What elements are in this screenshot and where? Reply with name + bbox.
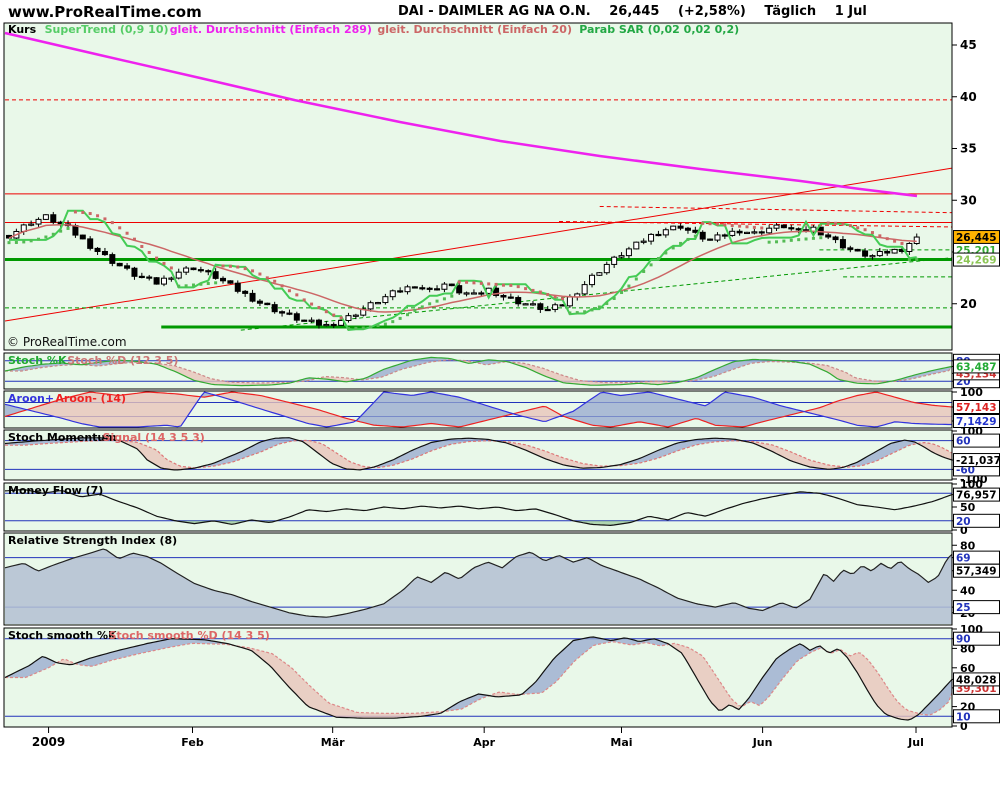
svg-text:10: 10 bbox=[956, 711, 971, 723]
svg-text:80: 80 bbox=[960, 539, 976, 552]
watermark: © ProRealTime.com bbox=[7, 335, 127, 349]
svg-text:Apr: Apr bbox=[473, 736, 495, 749]
main-price-panel: Kurs SuperTrend (0,9 10) gleit. Durchschni… bbox=[3, 22, 953, 351]
svg-text:90: 90 bbox=[956, 634, 971, 646]
svg-text:Mai: Mai bbox=[610, 736, 632, 749]
support-resistance-lines bbox=[4, 99, 953, 331]
ma20-line bbox=[8, 224, 917, 313]
svg-text:26,445: 26,445 bbox=[956, 232, 997, 244]
svg-text:gleit. Durchschnitt (Einfach 2: gleit. Durchschnitt (Einfach 20) bbox=[377, 23, 572, 36]
svg-text:40: 40 bbox=[960, 584, 976, 597]
svg-text:100: 100 bbox=[960, 386, 983, 399]
date-label: 1 Jul bbox=[834, 4, 867, 19]
svg-text:60: 60 bbox=[956, 436, 971, 448]
panel-rsi: Relative Strength Index (8) bbox=[3, 532, 953, 626]
svg-text:-60: -60 bbox=[956, 464, 975, 476]
timeframe: Täglich bbox=[764, 4, 817, 19]
svg-text:Stoch %D (12 3 5): Stoch %D (12 3 5) bbox=[67, 354, 178, 367]
candles bbox=[6, 211, 920, 329]
svg-text:0: 0 bbox=[960, 524, 968, 537]
price-change: (+2,58%) bbox=[677, 4, 746, 19]
svg-text:48,028: 48,028 bbox=[956, 674, 997, 686]
svg-text:Relative Strength Index (8): Relative Strength Index (8) bbox=[8, 534, 177, 547]
svg-text:24,269: 24,269 bbox=[956, 255, 997, 267]
svg-text:76,957: 76,957 bbox=[956, 490, 997, 502]
svg-text:Jul: Jul bbox=[907, 736, 924, 749]
svg-text:45: 45 bbox=[960, 38, 977, 52]
svg-text:20: 20 bbox=[956, 516, 971, 528]
svg-text:40: 40 bbox=[960, 90, 977, 104]
svg-text:Signal (14 3 5 3): Signal (14 3 5 3) bbox=[103, 431, 205, 444]
svg-text:35: 35 bbox=[960, 142, 977, 156]
svg-text:25: 25 bbox=[956, 602, 971, 614]
header-bar: www.ProRealTime.com DAI - DAIMLER AG NA … bbox=[0, 0, 1000, 22]
instrument-title: DAI - DAIMLER AG NA O.N. 26,445 (+2,58%)… bbox=[398, 4, 867, 19]
panel-money-flow: Money Flow (7) bbox=[3, 482, 953, 532]
svg-text:57,143: 57,143 bbox=[956, 402, 997, 414]
svg-text:gleit. Durchschnitt (Einfach 2: gleit. Durchschnitt (Einfach 289) bbox=[170, 23, 372, 36]
svg-text:50: 50 bbox=[960, 501, 976, 514]
svg-text:Mär: Mär bbox=[321, 736, 345, 749]
svg-text:Parab SAR (0,02 0,02 0,2): Parab SAR (0,02 0,02 0,2) bbox=[579, 23, 739, 36]
svg-text:Aroon+: Aroon+ bbox=[8, 392, 54, 405]
price-legend: Kurs SuperTrend (0,9 10) gleit. Durchschni… bbox=[8, 23, 739, 36]
svg-text:30: 30 bbox=[960, 193, 977, 207]
svg-text:Kurs: Kurs bbox=[8, 23, 37, 36]
supertrend-line bbox=[9, 209, 917, 331]
svg-text:Stoch %K: Stoch %K bbox=[8, 354, 67, 367]
svg-text:Stoch smooth %D (14 3 5): Stoch smooth %D (14 3 5) bbox=[109, 629, 270, 642]
svg-text:Feb: Feb bbox=[181, 736, 204, 749]
month-axis: 2009 Feb Mär Apr Mai Jun Jul bbox=[32, 727, 924, 749]
panel-aroon: Aroon+ Aroon- (14) bbox=[3, 390, 953, 429]
svg-text:63,487: 63,487 bbox=[956, 361, 997, 373]
svg-text:20: 20 bbox=[960, 297, 977, 311]
svg-text:Stoch Momentum: Stoch Momentum bbox=[8, 431, 117, 444]
instrument-name: DAI - DAIMLER AG NA O.N. bbox=[398, 4, 591, 19]
axis-rsi: 804020692557,349 bbox=[952, 539, 1000, 620]
panel-stoch: Stoch %K Stoch %D (12 3 5) bbox=[3, 352, 953, 390]
ma289-line bbox=[4, 31, 918, 198]
svg-text:-21,037: -21,037 bbox=[956, 455, 1000, 467]
parabolic-sar-dots bbox=[7, 210, 919, 331]
svg-text:7,1429: 7,1429 bbox=[956, 416, 997, 428]
svg-text:Stoch smooth %K: Stoch smooth %K bbox=[8, 629, 117, 642]
svg-text:SuperTrend (0,9 10): SuperTrend (0,9 10) bbox=[45, 23, 169, 36]
svg-text:Money Flow (7): Money Flow (7) bbox=[8, 484, 103, 497]
axis-aroon: 100 57,143 7,1429 bbox=[952, 386, 1000, 428]
svg-text:60: 60 bbox=[960, 662, 976, 675]
site-logo[interactable]: www.ProRealTime.com bbox=[8, 3, 202, 21]
svg-text:69: 69 bbox=[956, 553, 971, 565]
svg-text:Aroon- (14): Aroon- (14) bbox=[55, 392, 126, 405]
svg-text:2009: 2009 bbox=[32, 735, 65, 749]
svg-text:Jun: Jun bbox=[752, 736, 773, 749]
last-price: 26,445 bbox=[609, 4, 660, 19]
svg-text:57,349: 57,349 bbox=[956, 566, 997, 578]
svg-text:0: 0 bbox=[960, 720, 968, 733]
